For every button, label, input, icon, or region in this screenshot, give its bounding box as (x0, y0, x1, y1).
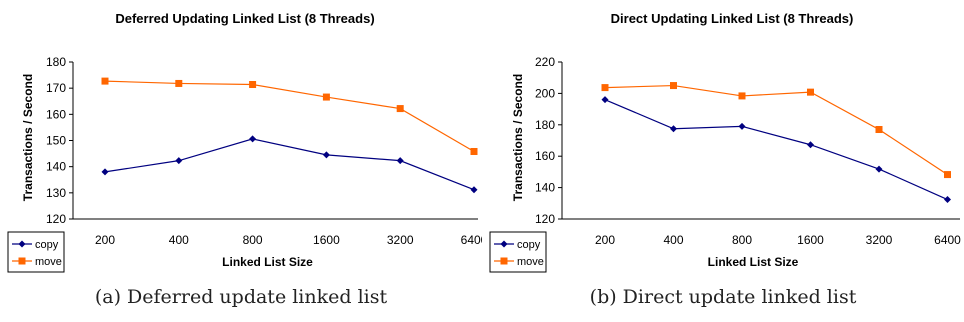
chart1-x-axis-label: Linked List Size (708, 255, 799, 269)
chart0-x-axis-label: Linked List Size (222, 255, 313, 269)
chart0-series-copy-point (249, 135, 257, 143)
chart1-y-tick-label: 160 (535, 149, 555, 163)
chart-direct: Direct Updating Linked List (8 Threads) 1… (489, 11, 961, 273)
chart0-x-tick-label: 1600 (313, 233, 340, 247)
caption-deferred: (a) Deferred update linked list (94, 286, 388, 308)
chart0-x-tick-label: 200 (95, 233, 115, 247)
chart0-series-copy-point (101, 168, 109, 176)
chart1-series-copy-point (807, 141, 814, 149)
chart1-x-tick-label: 1600 (797, 233, 824, 247)
chart1-series-move-point (875, 126, 883, 134)
chart1-series-move-point (738, 92, 746, 100)
chart1-y-tick-label: 200 (535, 86, 555, 100)
caption-direct: (b) Direct update linked list (589, 286, 857, 308)
chart0-legend-move-marker (18, 257, 26, 265)
chart0-series-move-point (101, 77, 109, 85)
chart0-y-axis-label: Transactions / Second (21, 74, 35, 201)
chart0-legend-move-label: move (35, 256, 62, 268)
chart1-y-tick-label: 140 (535, 181, 555, 195)
chart1-x-tick-label: 6400 (934, 233, 961, 247)
chart1-x-tick-label: 3200 (866, 233, 893, 247)
chart1-series-move-point (807, 88, 814, 96)
chart-panel-direct: Direct Updating Linked List (8 Threads) 1… (482, 0, 964, 322)
chart0-series-copy-point (175, 157, 183, 165)
chart1-legend-move-marker (500, 257, 508, 265)
chart1-y-axis-label: Transactions / Second (511, 74, 525, 201)
chart0-y-tick-label: 130 (46, 186, 66, 200)
chart0-series-copy-point (322, 151, 330, 159)
chart1-series-copy-point (670, 125, 677, 133)
chart1-legend: copy move (489, 231, 547, 273)
chart0-y-tick-label: 150 (46, 134, 66, 148)
chart0-series-move-point (322, 93, 330, 101)
chart-deferred: Deferred Updating Linked List (8 Threads… (7, 11, 482, 273)
chart1-series-move-point (944, 171, 951, 179)
chart0-series-move-point (396, 105, 404, 113)
chart0-y-tick-label: 140 (46, 160, 66, 174)
chart1-legend-box (489, 231, 547, 273)
chart0-y-tick-label: 120 (46, 212, 66, 226)
chart1-series-move-point (601, 84, 609, 92)
chart0-y-tick-label: 160 (46, 107, 66, 121)
chart1-legend-move-label: move (517, 256, 544, 268)
chart1-series-copy-line (604, 99, 948, 201)
chart0-x-tick-label: 3200 (387, 233, 414, 247)
chart0-series-move-point (175, 79, 183, 87)
chart1-series-move-line (604, 84, 948, 176)
chart0-series-copy-point (470, 186, 478, 194)
chart1-series-copy-point (944, 196, 951, 204)
chart0-y-tick-label: 170 (46, 81, 66, 95)
chart1-series-copy-point (738, 122, 746, 130)
chart0-legend-copy-label: copy (35, 239, 59, 251)
chart0-legend-box (7, 231, 65, 273)
chart0-x-tick-label: 400 (169, 233, 189, 247)
chart1-series-move-point (670, 82, 677, 90)
chart1-legend-copy-label: copy (517, 239, 541, 251)
chart0-series-move-line (104, 80, 475, 153)
chart1-series-copy-point (601, 96, 609, 104)
chart1-y-tick-label: 220 (535, 55, 555, 69)
chart1-legend-copy-marker (500, 240, 508, 248)
chart1-y-tick-label: 180 (535, 118, 555, 132)
chart1-title: Direct Updating Linked List (8 Threads) (611, 11, 854, 26)
chart1-x-tick-label: 800 (732, 233, 752, 247)
chart0-x-tick-label: 800 (243, 233, 263, 247)
chart0-title: Deferred Updating Linked List (8 Threads… (115, 11, 374, 26)
chart-panel-deferred: Deferred Updating Linked List (8 Threads… (7, 11, 482, 308)
chart0-series-move-point (470, 147, 478, 155)
chart0-legend-copy-marker (18, 240, 26, 248)
chart0-series-copy-line (104, 138, 475, 191)
chart1-x-tick-label: 200 (595, 233, 615, 247)
chart0-legend: copy move (7, 231, 65, 273)
chart1-series-copy-point (875, 165, 883, 173)
chart1-y-tick-label: 120 (535, 212, 555, 226)
chart0-series-move-point (249, 81, 257, 89)
chart0-series-copy-point (396, 157, 404, 165)
chart0-y-tick-label: 180 (46, 55, 66, 69)
chart1-x-tick-label: 400 (663, 233, 683, 247)
chart0-x-tick-label: 6400 (461, 233, 482, 247)
